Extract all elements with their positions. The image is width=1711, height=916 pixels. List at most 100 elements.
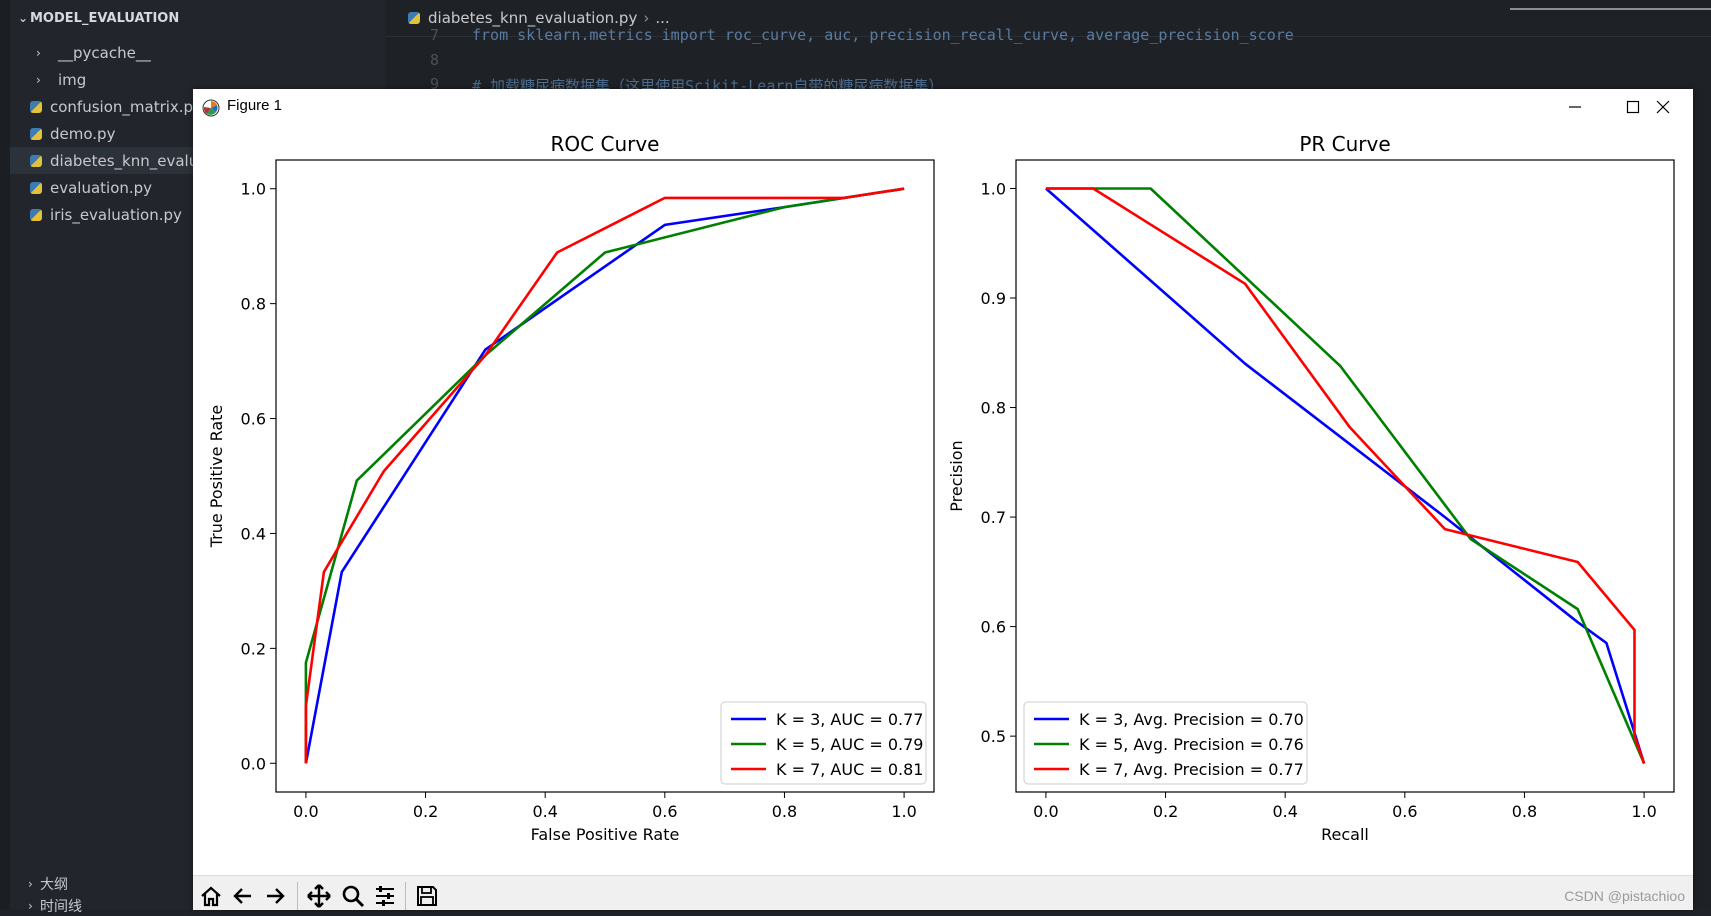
legend-label: K = 7, Avg. Precision = 0.77 bbox=[1079, 760, 1304, 779]
y-axis-label: Precision bbox=[947, 440, 966, 511]
zoom-icon bbox=[342, 885, 365, 908]
series-line-2 bbox=[304, 187, 905, 764]
legend-box bbox=[720, 701, 927, 785]
y-tick-label: 0.9 bbox=[981, 289, 1006, 308]
editor-tab-bar: diabetes_knn_evaluation.py › ... bbox=[386, 0, 1711, 37]
chevron-right-icon: › bbox=[36, 45, 41, 60]
x-tick-label: 1.0 bbox=[1631, 802, 1656, 821]
x-tick-label: 0.4 bbox=[1272, 802, 1297, 821]
y-axis-label: True Positive Rate bbox=[207, 405, 226, 549]
python-file-icon bbox=[30, 208, 42, 221]
legend-label: K = 5, Avg. Precision = 0.76 bbox=[1079, 735, 1304, 754]
chart-0: ROC Curve 0.0 0.2 0.4 0.6 0.8 1.0 0.0 0.2 0.4 0.6 0… bbox=[207, 132, 935, 844]
tree-item-label: evaluation.py bbox=[50, 178, 153, 197]
x-axis-label: False Positive Rate bbox=[531, 825, 680, 844]
y-tick-label: 0.6 bbox=[241, 410, 266, 429]
editor-tab[interactable]: diabetes_knn_evaluation.py › ... bbox=[408, 0, 670, 36]
legend-label: K = 3, Avg. Precision = 0.70 bbox=[1079, 710, 1304, 729]
y-tick-label: 0.8 bbox=[241, 295, 266, 314]
save-button[interactable] bbox=[413, 882, 441, 910]
tree-item[interactable]: demo.py bbox=[10, 120, 386, 147]
tree-item[interactable]: evaluation.py bbox=[10, 174, 386, 201]
matplotlib-logo-icon bbox=[202, 99, 220, 117]
toolbar-separator bbox=[297, 882, 298, 910]
chevron-right-icon: › bbox=[36, 72, 41, 87]
python-file-icon bbox=[30, 127, 42, 140]
legend-label: K = 7, AUC = 0.81 bbox=[776, 760, 923, 779]
tree-item-label: __pycache__ bbox=[58, 43, 151, 62]
x-tick-label: 0.8 bbox=[772, 802, 797, 821]
breadcrumb-more[interactable]: ... bbox=[655, 9, 670, 27]
python-file-icon bbox=[30, 181, 42, 194]
chevron-right-icon: › bbox=[28, 899, 33, 913]
home-button[interactable] bbox=[197, 882, 225, 910]
minimize-button[interactable] bbox=[1546, 89, 1604, 125]
y-tick-label: 0.4 bbox=[241, 524, 266, 543]
pan-icon bbox=[307, 884, 331, 908]
watermark: CSDN @pistachioo bbox=[1564, 888, 1685, 904]
tree-item[interactable]: › img bbox=[10, 66, 386, 93]
x-tick-label: 1.0 bbox=[891, 802, 916, 821]
plot-frame bbox=[1015, 159, 1675, 793]
x-tick-label: 0.6 bbox=[1392, 802, 1417, 821]
python-file-icon bbox=[30, 100, 42, 113]
timeline-label: 时间线 bbox=[40, 899, 82, 915]
chart-title: ROC Curve bbox=[551, 132, 660, 156]
chart-title: PR Curve bbox=[1299, 132, 1390, 156]
x-tick-label: 0.8 bbox=[1512, 802, 1537, 821]
tree-item-label: img bbox=[58, 70, 87, 89]
chart-1: PR Curve 0.0 0.2 0.4 0.6 0.8 1.0 0.5 0.6 0.7 0.8 0.… bbox=[947, 132, 1675, 844]
pan-button[interactable] bbox=[305, 882, 333, 910]
configure-subplots-button[interactable] bbox=[371, 882, 399, 910]
tree-item[interactable]: › __pycache__ bbox=[10, 39, 386, 66]
series-line-2 bbox=[1045, 187, 1646, 764]
y-tick-label: 1.0 bbox=[241, 180, 266, 199]
figure-window[interactable]: Figure 1 ROC Curve 0.0 0.2 0.4 0.6 0.8 1.0 0.0 0… bbox=[193, 89, 1693, 910]
legend-label: K = 5, AUC = 0.79 bbox=[776, 735, 923, 754]
series-line-0 bbox=[304, 187, 905, 764]
outline-label: 大纲 bbox=[40, 877, 68, 893]
legend-box bbox=[1023, 701, 1308, 785]
x-tick-label: 0.2 bbox=[413, 802, 438, 821]
x-tick-label: 0.6 bbox=[652, 802, 677, 821]
python-file-icon bbox=[408, 12, 420, 24]
close-button[interactable] bbox=[1633, 89, 1693, 125]
y-tick-label: 0.2 bbox=[241, 639, 266, 658]
back-button[interactable] bbox=[229, 882, 257, 910]
x-tick-label: 0.2 bbox=[1153, 802, 1178, 821]
y-tick-label: 0.7 bbox=[981, 508, 1006, 527]
explorer-header[interactable]: ⌄ MODEL_EVALUATION bbox=[10, 0, 386, 36]
window-title: Figure 1 bbox=[227, 97, 283, 114]
plot-frame bbox=[275, 159, 935, 793]
x-tick-label: 0.0 bbox=[1033, 802, 1058, 821]
tree-item[interactable]: confusion_matrix.py bbox=[10, 93, 386, 120]
y-tick-label: 0.0 bbox=[241, 754, 266, 773]
line-number: 9 bbox=[430, 75, 440, 93]
y-tick-label: 1.0 bbox=[981, 179, 1006, 198]
breadcrumb-chevron-icon: › bbox=[643, 9, 650, 27]
series-line-1 bbox=[304, 187, 905, 764]
legend: K = 3, AUC = 0.77 K = 5, AUC = 0.79 K = 7,… bbox=[720, 701, 927, 785]
maximize-button[interactable] bbox=[1604, 89, 1662, 125]
figure-canvas[interactable]: ROC Curve 0.0 0.2 0.4 0.6 0.8 1.0 0.0 0.2 0.4 0.6 0… bbox=[193, 125, 1693, 875]
chevron-right-icon: › bbox=[28, 877, 33, 891]
tree-item-label: confusion_matrix.py bbox=[50, 97, 202, 116]
y-tick-label: 0.8 bbox=[981, 399, 1006, 418]
x-axis-label: Recall bbox=[1321, 825, 1369, 844]
code-line[interactable]: from sklearn.metrics import roc_curve, a… bbox=[472, 26, 1294, 44]
window-titlebar[interactable]: Figure 1 bbox=[193, 89, 1693, 125]
maximize-icon bbox=[1626, 100, 1640, 114]
close-icon bbox=[1656, 100, 1670, 114]
minimize-icon bbox=[1569, 106, 1581, 108]
x-tick-label: 0.0 bbox=[293, 802, 318, 821]
forward-button[interactable] bbox=[261, 882, 289, 910]
series-line-0 bbox=[1045, 187, 1646, 764]
tree-item[interactable]: iris_evaluation.py bbox=[10, 201, 386, 228]
tab-label: diabetes_knn_evaluation.py bbox=[428, 9, 638, 27]
legend: K = 3, Avg. Precision = 0.70 K = 5, Avg. … bbox=[1023, 701, 1308, 785]
explorer-title: MODEL_EVALUATION bbox=[30, 10, 180, 26]
activity-bar bbox=[0, 0, 10, 909]
zoom-button[interactable] bbox=[339, 882, 367, 910]
y-tick-label: 0.5 bbox=[981, 727, 1006, 746]
tree-item-label: demo.py bbox=[50, 124, 116, 143]
